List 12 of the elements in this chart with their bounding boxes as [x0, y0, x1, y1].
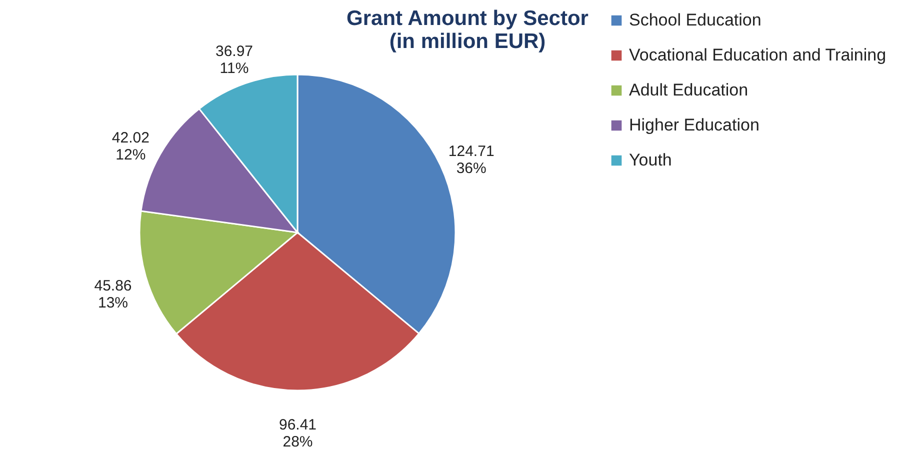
legend-label: Adult Education: [629, 80, 748, 100]
data-label: 124.71 36%: [448, 143, 494, 178]
text: (in million EUR): [389, 30, 546, 53]
text: Grant Amount by Sector: [346, 7, 588, 30]
data-label: 45.86 13%: [94, 278, 132, 312]
legend-label: Youth: [629, 150, 672, 170]
legend-label: Vocational Education and Training: [629, 46, 886, 64]
legend-label: Higher Education: [629, 116, 760, 134]
data-label: 96.41 28%: [278, 416, 317, 450]
data-label: 36.97 11%: [215, 43, 254, 78]
data-label: 42.02 12%: [112, 129, 150, 164]
legend-label: School Education: [629, 10, 762, 30]
